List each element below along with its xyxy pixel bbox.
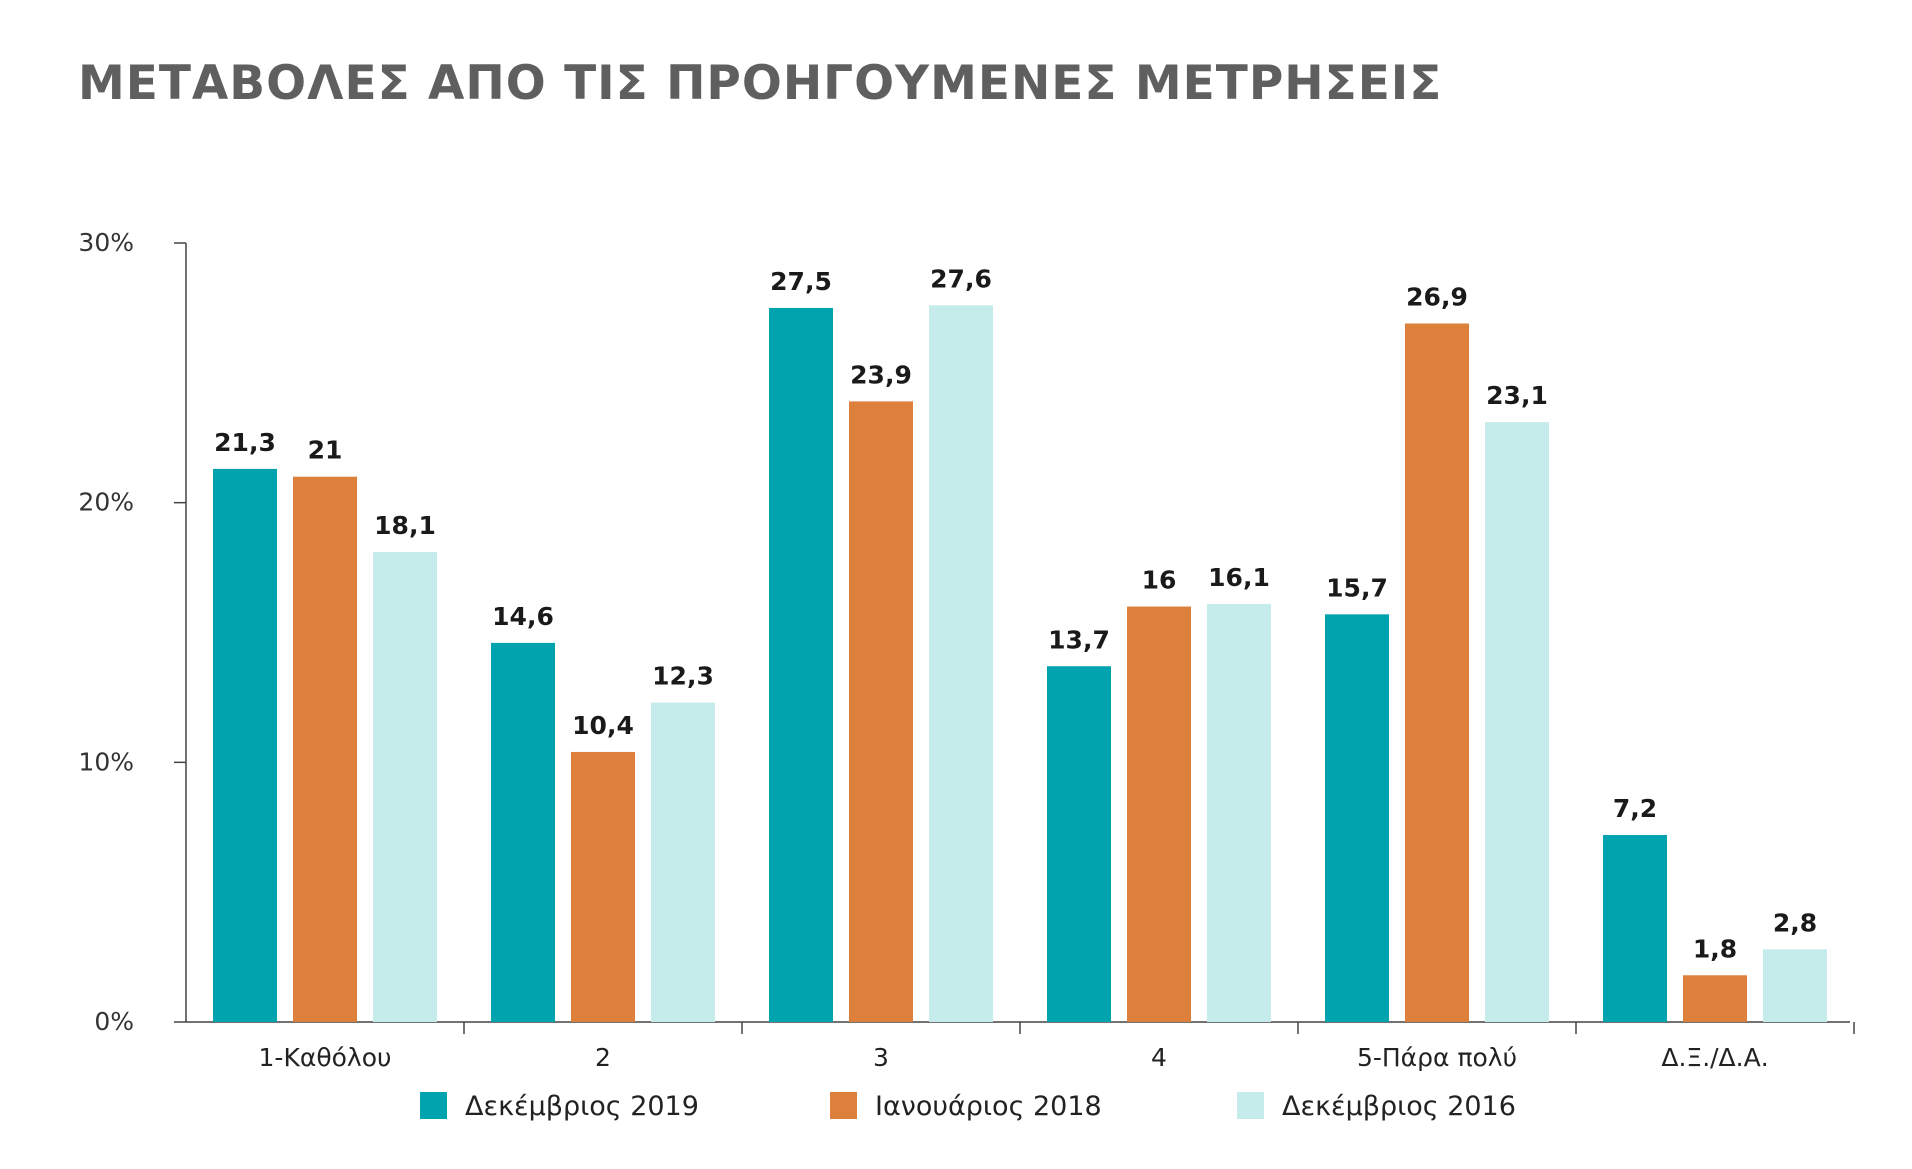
bar xyxy=(651,702,715,1022)
bar xyxy=(1763,949,1827,1022)
bar xyxy=(929,305,993,1022)
chart-title: ΜΕΤΑΒΟΛΕΣ ΑΠΟ ΤΙΣ ΠΡΟΗΓΟΥΜΕΝΕΣ ΜΕΤΡΗΣΕΙΣ xyxy=(78,56,1443,111)
x-tick-label: 5-Πάρα πολύ xyxy=(1357,1043,1517,1072)
y-tick-label: 30% xyxy=(78,228,134,257)
data-label: 26,9 xyxy=(1406,282,1468,311)
data-label: 16 xyxy=(1142,566,1177,595)
bar xyxy=(1047,666,1111,1022)
x-tick-label: 1-Καθόλου xyxy=(259,1043,392,1072)
bar xyxy=(491,642,555,1022)
data-label: 27,5 xyxy=(770,267,832,296)
x-tick-label: 2 xyxy=(595,1043,611,1072)
y-tick-label: 0% xyxy=(94,1007,134,1036)
bar xyxy=(1127,606,1191,1022)
bar xyxy=(849,401,913,1022)
y-tick-label: 10% xyxy=(78,747,134,776)
data-label: 21 xyxy=(308,436,343,465)
bar xyxy=(571,751,635,1022)
y-tick-label: 20% xyxy=(78,488,134,517)
bar xyxy=(1325,614,1389,1022)
data-label: 15,7 xyxy=(1326,573,1388,602)
bar xyxy=(1207,603,1271,1022)
bar xyxy=(1405,323,1469,1022)
data-label: 2,8 xyxy=(1773,908,1817,937)
bar xyxy=(1485,422,1549,1022)
data-label: 1,8 xyxy=(1693,934,1737,963)
legend-label: Δεκέμβριος 2016 xyxy=(1282,1091,1516,1122)
legend-label: Δεκέμβριος 2019 xyxy=(465,1091,699,1122)
x-tick-label: 4 xyxy=(1151,1043,1167,1072)
data-label: 18,1 xyxy=(374,511,436,540)
data-label: 7,2 xyxy=(1613,794,1657,823)
legend-swatch xyxy=(1237,1092,1264,1119)
bar xyxy=(213,468,277,1022)
data-label: 23,1 xyxy=(1486,381,1548,410)
x-tick-label: Δ.Ξ./Δ.Α. xyxy=(1661,1043,1768,1072)
data-label: 16,1 xyxy=(1208,563,1270,592)
bar xyxy=(769,307,833,1023)
x-tick-label: 3 xyxy=(873,1043,889,1072)
data-label: 21,3 xyxy=(214,428,276,457)
data-label: 10,4 xyxy=(572,711,634,740)
data-label: 13,7 xyxy=(1048,625,1110,654)
bar xyxy=(1683,975,1747,1022)
bar xyxy=(293,476,357,1022)
data-label: 23,9 xyxy=(850,360,912,389)
legend-label: Ιανουάριος 2018 xyxy=(875,1091,1102,1122)
data-label: 12,3 xyxy=(652,662,714,691)
legend-swatch xyxy=(420,1092,447,1119)
data-label: 27,6 xyxy=(930,264,992,293)
bar xyxy=(1603,835,1667,1022)
data-label: 14,6 xyxy=(492,602,554,631)
bar xyxy=(373,552,437,1022)
legend-swatch xyxy=(830,1092,857,1119)
